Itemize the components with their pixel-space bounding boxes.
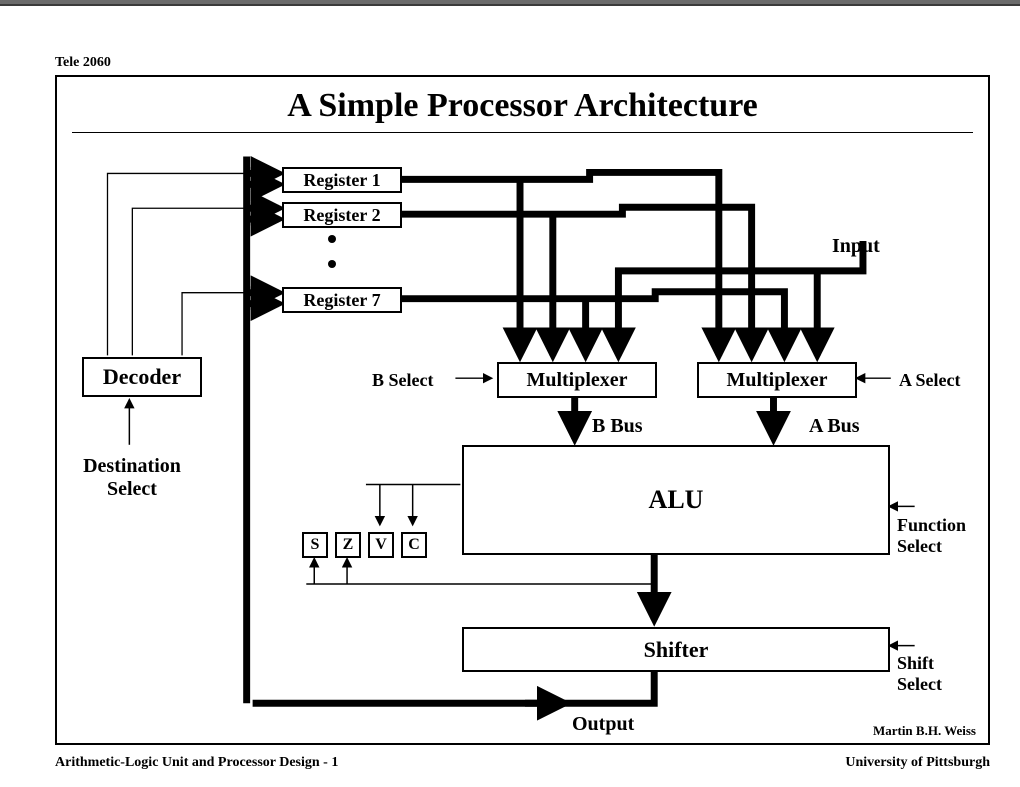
decoder-box: Decoder	[82, 357, 202, 397]
register-1-box: Register 1	[282, 167, 402, 193]
footer-left: Arithmetic-Logic Unit and Processor Desi…	[55, 755, 338, 771]
flag-v: V	[368, 532, 394, 558]
b-bus-label: B Bus	[592, 415, 643, 438]
top-bar	[0, 0, 1020, 6]
flag-z: Z	[335, 532, 361, 558]
multiplexer-b-box: Multiplexer	[497, 362, 657, 398]
output-label: Output	[572, 713, 634, 736]
a-bus-label: A Bus	[809, 415, 860, 438]
register-7-box: Register 7	[282, 287, 402, 313]
course-code: Tele 2060	[55, 55, 111, 71]
ellipsis-dot	[328, 260, 336, 268]
title-rule	[72, 132, 973, 133]
flag-s: S	[302, 532, 328, 558]
ellipsis-dot	[328, 235, 336, 243]
author-label: Martin B.H. Weiss	[873, 723, 976, 739]
footer-right: University of Pittsburgh	[845, 755, 990, 771]
b-select-label: B Select	[372, 370, 433, 391]
shifter-box: Shifter	[462, 627, 890, 672]
diagram-frame: A Simple Processor Architecture	[55, 75, 990, 745]
alu-box: ALU	[462, 445, 890, 555]
multiplexer-a-box: Multiplexer	[697, 362, 857, 398]
flag-c: C	[401, 532, 427, 558]
page-title: A Simple Processor Architecture	[57, 87, 988, 125]
input-label: Input	[832, 235, 880, 258]
function-select-label: Function Select	[897, 515, 966, 557]
destination-select-label: Destination Select	[77, 455, 187, 501]
register-2-box: Register 2	[282, 202, 402, 228]
a-select-label: A Select	[899, 370, 960, 391]
shift-select-label: Shift Select	[897, 653, 942, 695]
